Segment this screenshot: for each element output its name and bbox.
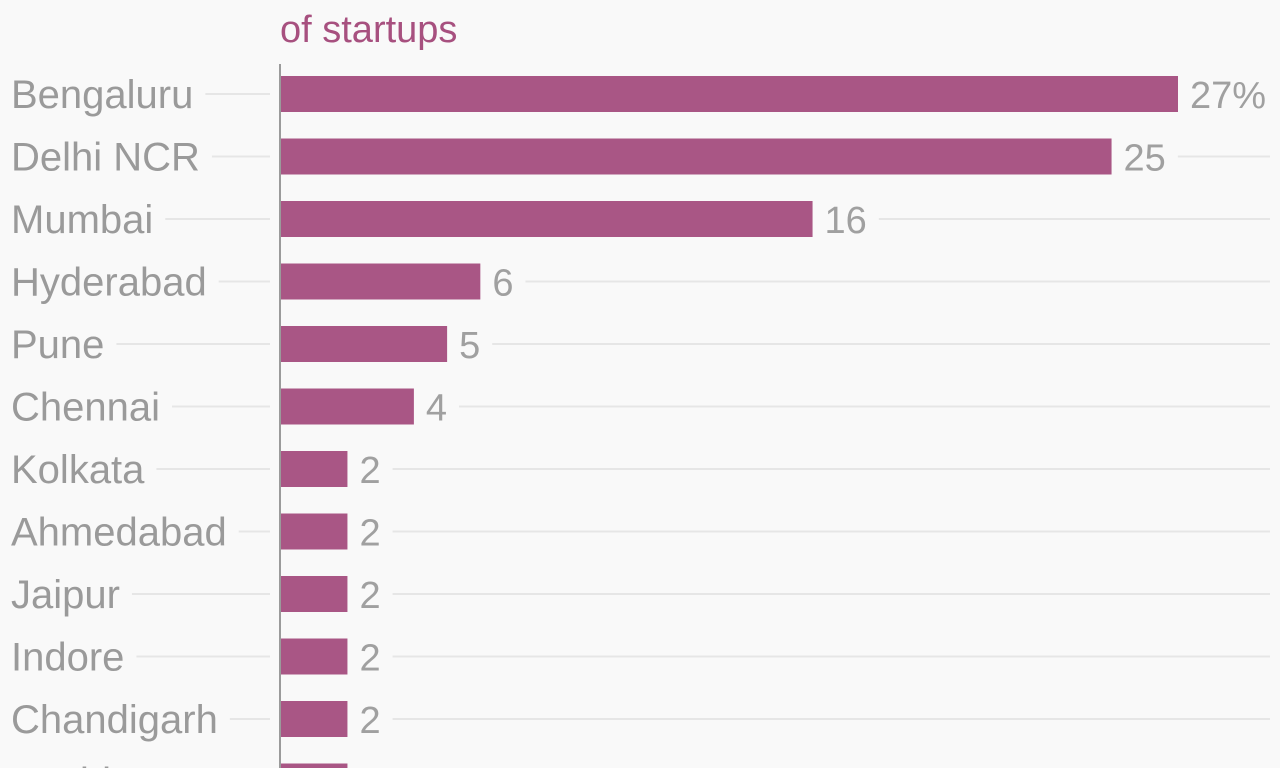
bars [281, 76, 1178, 768]
category-labels: Bengaluru Delhi NCR Mumbai Hyderabad Pune Che… [11, 73, 227, 768]
bar [281, 638, 348, 675]
data-label: 27% [1190, 75, 1266, 117]
data-label: 2 [359, 763, 380, 768]
bar [281, 138, 1112, 175]
data-label: 16 [825, 200, 867, 242]
bar [281, 201, 813, 237]
category-label: Mumbai [11, 198, 153, 242]
chart-title: of startups [280, 9, 457, 51]
bar [281, 388, 414, 425]
data-label: 25 [1124, 138, 1166, 180]
bar [281, 76, 1178, 112]
category-label: Indore [11, 636, 124, 680]
data-label: 6 [492, 263, 513, 305]
bar [281, 701, 348, 737]
data-label: 2 [359, 638, 380, 680]
value-labels: 27% 25 16 654 2 2 2 2 2 2 [359, 75, 1266, 768]
category-label: Kochi [11, 761, 111, 768]
category-label: Ahmedabad [11, 511, 227, 555]
gridlines [116, 93, 1270, 720]
bar [281, 263, 481, 300]
bar [281, 451, 348, 487]
category-label: Chennai [11, 386, 160, 430]
data-label: 2 [359, 513, 380, 555]
category-label: Bengaluru [11, 73, 193, 117]
bar [281, 326, 448, 362]
category-label: Jaipur [11, 573, 120, 617]
bar [281, 576, 348, 612]
category-label: Hyderabad [11, 261, 207, 305]
data-label: 4 [426, 388, 447, 430]
bar [281, 513, 348, 550]
category-label: Chandigarh [11, 698, 218, 742]
data-label: 2 [359, 450, 380, 492]
bar [281, 763, 348, 768]
category-label: Kolkata [11, 448, 145, 492]
data-label: 2 [359, 700, 380, 742]
data-label: 5 [459, 325, 480, 367]
category-label: Delhi NCR [11, 136, 200, 180]
category-label: Pune [11, 323, 104, 367]
data-label: 2 [359, 575, 380, 617]
